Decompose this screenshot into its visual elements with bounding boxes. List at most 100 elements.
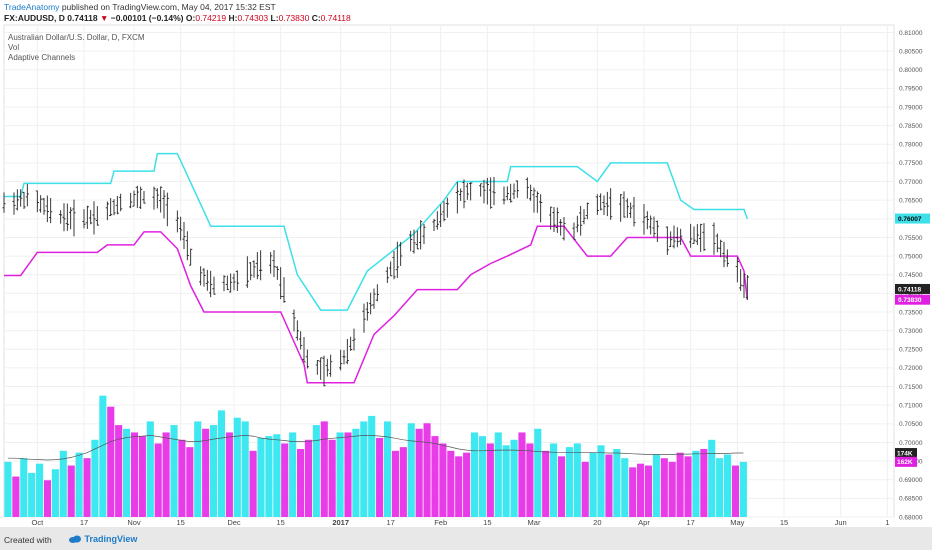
price-bar (252, 260, 256, 278)
price-bar (112, 199, 116, 216)
price-bar (329, 354, 333, 377)
y-tick-label: 0.71500 (899, 384, 923, 391)
price-bar (305, 349, 309, 369)
x-tick-label: Oct (31, 518, 44, 527)
vol-badge: 162K (897, 459, 913, 466)
volume-bar (43, 480, 52, 517)
author-link[interactable]: TradeAnatomy (4, 2, 60, 12)
high-label: H: (228, 13, 238, 23)
price-bar (479, 183, 483, 197)
volume-bar (28, 472, 36, 517)
price-bar (512, 183, 516, 199)
open-label: O: (185, 13, 196, 23)
price-bar (465, 182, 469, 200)
vol-ma-badge: 174K (897, 450, 913, 457)
price-bar (742, 273, 746, 298)
volume-bar (273, 434, 281, 517)
price-bar (689, 223, 693, 248)
legend-indicator[interactable]: Adaptive Channels (8, 53, 76, 62)
y-tick-label: 0.69000 (899, 477, 923, 484)
price-bar (432, 218, 436, 232)
y-tick-label: 0.81000 (899, 30, 923, 37)
volume-bar (130, 432, 139, 517)
price-bar (392, 250, 396, 280)
lower-channel-badge-bg (895, 294, 930, 305)
symbol-label: FX:AUDUSD, D (4, 13, 65, 23)
price-bar (395, 241, 399, 278)
legend-vol[interactable]: Vol (8, 43, 20, 52)
price-bar (555, 207, 559, 233)
x-tick-label: 1 (885, 518, 889, 527)
x-tick-label: 15 (276, 518, 284, 527)
y-tick-label: 0.68000 (899, 514, 923, 521)
x-tick-label: Apr (638, 518, 650, 527)
price-bar (19, 189, 23, 207)
price-bar (632, 196, 636, 227)
volume-bar (708, 439, 716, 517)
volume-bar (731, 465, 740, 517)
price-bar (509, 183, 513, 203)
ohlc-bar: FX:AUDUSD, D 0.74118 ▼ −0.00101 (−0.14%)… (4, 13, 351, 24)
price-bar (745, 275, 749, 300)
y-tick-label: 0.80500 (899, 48, 923, 55)
volume-bar (660, 458, 668, 517)
price-bar (505, 186, 509, 201)
volume-bar (138, 436, 146, 517)
price-chart[interactable]: 0.81000 0.80500 0.80000 0.79500 0.79000 0.785… (0, 0, 932, 527)
volume-bar (265, 436, 273, 517)
volume-bar (312, 425, 320, 517)
cloud-icon (69, 535, 81, 543)
price-bar (455, 182, 459, 214)
volume-bar (668, 461, 676, 517)
price-bar (175, 210, 179, 233)
price-bar (419, 220, 423, 250)
price-bar (515, 180, 519, 198)
price-bar (459, 188, 463, 201)
price-bar (369, 292, 373, 315)
volume-bar (423, 423, 431, 517)
volume-bar (281, 443, 289, 517)
price-bar (15, 189, 19, 211)
price-bar (435, 211, 439, 230)
volume-bar (352, 428, 360, 517)
volume-bar (368, 415, 376, 517)
y-tick-label: 0.78500 (899, 123, 923, 130)
x-tick-label: Nov (127, 518, 141, 527)
volume-bar (225, 432, 233, 517)
volume-bar (557, 456, 566, 517)
volume-bar (202, 428, 210, 517)
y-tick-label: 0.78000 (899, 142, 923, 149)
price-bar (595, 194, 599, 215)
price-bar (105, 201, 109, 221)
x-tick-label: 15 (780, 518, 788, 527)
price-bar (69, 207, 73, 230)
volume-bar (502, 445, 510, 517)
price-bar (669, 231, 673, 248)
price-bar (599, 193, 603, 211)
volume-bar (581, 461, 589, 517)
volume-bar (178, 439, 186, 517)
price-bar (269, 252, 273, 274)
price-bar (185, 231, 189, 261)
volume-bar (692, 450, 700, 517)
price-bar (529, 184, 533, 201)
price-bar (225, 275, 229, 291)
volume-bar (676, 452, 684, 517)
volume-bar (486, 443, 494, 517)
price-bar (655, 220, 659, 243)
footer-bar: Created with TradingView (0, 527, 932, 550)
tradingview-logo[interactable]: TradingView (68, 534, 137, 544)
volume-bar (154, 443, 162, 517)
price-bar (619, 193, 623, 222)
volume-bar (12, 476, 20, 517)
down-arrow-icon: ▼ (99, 13, 109, 23)
volume-bar (210, 425, 218, 517)
volume-bar (383, 421, 392, 517)
price-bar (179, 216, 183, 241)
brand-name: TradingView (84, 534, 138, 544)
price-bar (445, 197, 449, 218)
price-bar (719, 239, 723, 258)
price-bar (45, 195, 49, 223)
y-tick-label: 0.70000 (899, 440, 923, 447)
price-bar (535, 191, 539, 213)
